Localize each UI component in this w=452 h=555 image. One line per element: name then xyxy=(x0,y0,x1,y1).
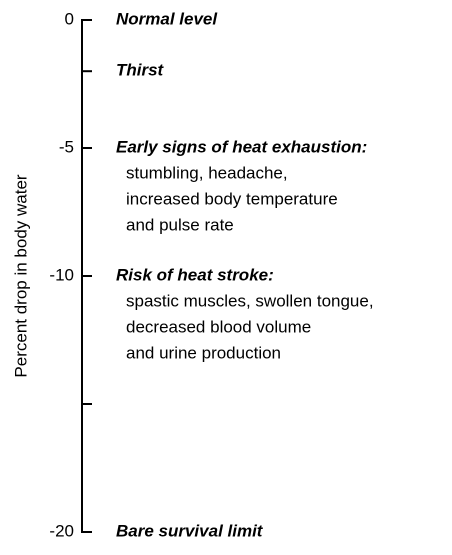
annotation-heading: Normal level xyxy=(116,9,218,28)
annotation-heading: Early signs of heat exhaustion: xyxy=(116,137,367,156)
y-axis-label: Percent drop in body water xyxy=(11,174,30,378)
annotation-detail: and urine production xyxy=(126,343,281,362)
y-tick-label: -20 xyxy=(49,521,74,540)
annotation-detail: and pulse rate xyxy=(126,215,234,234)
annotation-heading: Bare survival limit xyxy=(116,521,264,540)
y-tick-label: 0 xyxy=(65,9,74,28)
annotation-detail: spastic muscles, swollen tongue, xyxy=(126,291,374,310)
annotation-detail: decreased blood volume xyxy=(126,317,311,336)
annotation-heading: Thirst xyxy=(116,61,165,80)
annotation-detail: increased body temperature xyxy=(126,189,338,208)
y-tick-label: -5 xyxy=(59,137,74,156)
annotation-detail: stumbling, headache, xyxy=(126,163,288,182)
y-tick-label: -10 xyxy=(49,265,74,284)
annotation-heading: Risk of heat stroke: xyxy=(116,265,274,284)
